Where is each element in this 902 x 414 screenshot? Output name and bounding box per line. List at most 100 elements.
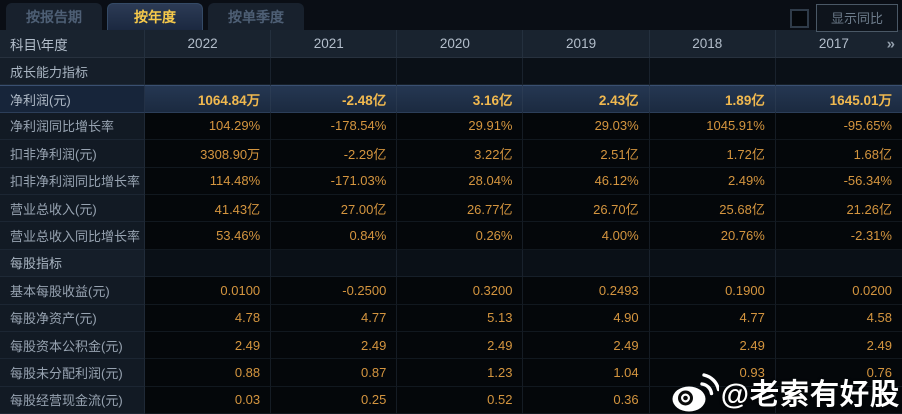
value-cell: 0.3200 bbox=[397, 277, 524, 305]
row-label[interactable]: 每股净资产(元) bbox=[0, 304, 145, 332]
value-cell: 27.00亿 bbox=[271, 194, 398, 223]
row-label[interactable]: 扣非净利润(元) bbox=[0, 140, 145, 168]
value-cell: 1.72亿 bbox=[649, 140, 776, 168]
value-cell: 0.0200 bbox=[775, 277, 902, 305]
table-body: 成长能力指标 净利润(元) 1064.84万 -2.48亿 3.16亿 2.43亿 1.89… bbox=[0, 58, 902, 414]
value-cell bbox=[397, 249, 524, 278]
value-cell: 4.78 bbox=[145, 304, 272, 332]
table-row: 扣非净利润(元) 3308.90万 -2.29亿 3.22亿 2.51亿 1.72亿 1.6… bbox=[0, 140, 902, 168]
year-header-2022: 2022 bbox=[145, 30, 272, 58]
value-cell: 0.88 bbox=[145, 359, 272, 387]
value-cell: -95.65% bbox=[775, 112, 902, 141]
value-cell: 29.91% bbox=[397, 112, 524, 141]
tab-bar: 按报告期 按年度 按单季度 显示同比 bbox=[0, 0, 902, 32]
value-cell: 20.76% bbox=[649, 222, 776, 250]
value-cell: 1064.84万 bbox=[145, 85, 272, 113]
table-row: 每股经营现金流(元) 0.03 0.25 0.52 0.36 bbox=[0, 386, 902, 414]
value-cell: 0.25 bbox=[271, 386, 398, 414]
row-label[interactable]: 净利润(元) bbox=[0, 85, 145, 113]
row-label[interactable]: 每股资本公积金(元) bbox=[0, 331, 145, 360]
value-cell: 0.87 bbox=[271, 359, 398, 387]
table-row: 每股净资产(元) 4.78 4.77 5.13 4.90 4.77 4.58 bbox=[0, 304, 902, 332]
table-row: 营业总收入同比增长率 53.46% 0.84% 0.26% 4.00% 20.76% -2.… bbox=[0, 222, 902, 250]
table-row: 扣非净利润同比增长率 114.48% -171.03% 28.04% 46.12% 2.4… bbox=[0, 167, 902, 195]
value-cell: 1045.91% bbox=[649, 112, 776, 141]
value-cell: 4.00% bbox=[523, 222, 650, 250]
table-row: 每股未分配利润(元) 0.88 0.87 1.23 1.04 0.93 0.76 bbox=[0, 359, 902, 387]
value-cell: 53.46% bbox=[145, 222, 272, 250]
value-cell bbox=[271, 249, 398, 278]
row-label[interactable]: 营业总收入(元) bbox=[0, 194, 145, 223]
table-row: 每股资本公积金(元) 2.49 2.49 2.49 2.49 2.49 2.49 bbox=[0, 331, 902, 360]
value-cell: 1.68亿 bbox=[775, 140, 902, 168]
value-cell: 4.58 bbox=[775, 304, 902, 332]
value-cell: 4.90 bbox=[523, 304, 650, 332]
value-cell bbox=[397, 58, 524, 86]
value-cell: 25.68亿 bbox=[649, 194, 776, 223]
value-cell bbox=[649, 249, 776, 278]
row-label[interactable]: 每股未分配利润(元) bbox=[0, 359, 145, 387]
row-label[interactable]: 扣非净利润同比增长率 bbox=[0, 167, 145, 195]
value-cell: 5.13 bbox=[397, 304, 524, 332]
value-cell bbox=[649, 58, 776, 86]
value-cell: 26.77亿 bbox=[397, 194, 524, 223]
value-cell bbox=[775, 386, 902, 414]
value-cell: -2.29亿 bbox=[271, 140, 398, 168]
table-row: 营业总收入(元) 41.43亿 27.00亿 26.77亿 26.70亿 25.68亿 21… bbox=[0, 194, 902, 223]
value-cell: -178.54% bbox=[271, 112, 398, 141]
value-cell: 41.43亿 bbox=[145, 194, 272, 223]
year-header-2018: 2018 bbox=[649, 30, 776, 58]
value-cell bbox=[145, 58, 272, 86]
show-yoy-checkbox[interactable] bbox=[789, 8, 809, 28]
value-cell: 1.89亿 bbox=[649, 85, 776, 113]
section-label[interactable]: 成长能力指标 bbox=[0, 58, 145, 86]
value-cell: 0.1900 bbox=[649, 277, 776, 305]
value-cell: 2.49 bbox=[649, 331, 776, 360]
value-cell: -2.48亿 bbox=[271, 85, 398, 113]
row-label[interactable]: 营业总收入同比增长率 bbox=[0, 222, 145, 250]
value-cell: 26.70亿 bbox=[523, 194, 650, 223]
value-cell: 4.77 bbox=[649, 304, 776, 332]
more-years-icon[interactable]: » bbox=[886, 35, 895, 52]
section-label[interactable]: 每股指标 bbox=[0, 249, 145, 278]
value-cell: 2.49 bbox=[775, 331, 902, 360]
value-cell: 104.29% bbox=[145, 112, 272, 141]
value-cell: 1.23 bbox=[397, 359, 524, 387]
value-cell bbox=[271, 58, 398, 86]
value-cell: 2.51亿 bbox=[523, 140, 650, 168]
value-cell: 1645.01万 bbox=[775, 85, 902, 113]
show-yoy-label[interactable]: 显示同比 bbox=[815, 4, 898, 32]
value-cell bbox=[775, 249, 902, 278]
value-cell: 0.84% bbox=[271, 222, 398, 250]
value-cell: 2.49 bbox=[397, 331, 524, 360]
value-cell: 0.03 bbox=[145, 386, 272, 414]
top-controls: 显示同比 bbox=[789, 4, 898, 32]
table-row: 基本每股收益(元) 0.0100 -0.2500 0.3200 0.2493 0.1900… bbox=[0, 277, 902, 305]
value-cell: 4.77 bbox=[271, 304, 398, 332]
value-cell: 1.04 bbox=[523, 359, 650, 387]
row-label[interactable]: 基本每股收益(元) bbox=[0, 277, 145, 305]
table-header-row: 科目\年度 2022 2021 2020 2019 2018 2017» bbox=[0, 30, 902, 58]
value-cell: -2.31% bbox=[775, 222, 902, 250]
value-cell: 0.0100 bbox=[145, 277, 272, 305]
value-cell: 0.76 bbox=[775, 359, 902, 387]
value-cell: -171.03% bbox=[271, 167, 398, 195]
row-label[interactable]: 每股经营现金流(元) bbox=[0, 386, 145, 414]
value-cell: 46.12% bbox=[523, 167, 650, 195]
tab-annual[interactable]: 按年度 bbox=[107, 3, 203, 30]
tabs-container: 按报告期 按年度 按单季度 bbox=[6, 0, 309, 30]
tab-single-quarter[interactable]: 按单季度 bbox=[208, 3, 304, 30]
table-row: 净利润同比增长率 104.29% -178.54% 29.91% 29.03% 1045.… bbox=[0, 112, 902, 141]
value-cell: 2.49 bbox=[271, 331, 398, 360]
year-header-2019: 2019 bbox=[523, 30, 650, 58]
value-cell: 3.22亿 bbox=[397, 140, 524, 168]
tab-report-period[interactable]: 按报告期 bbox=[6, 3, 102, 30]
value-cell: 2.43亿 bbox=[523, 85, 650, 113]
value-cell: -0.2500 bbox=[271, 277, 398, 305]
year-header-2021: 2021 bbox=[271, 30, 398, 58]
row-label[interactable]: 净利润同比增长率 bbox=[0, 112, 145, 141]
value-cell bbox=[523, 58, 650, 86]
value-cell: 28.04% bbox=[397, 167, 524, 195]
value-cell: 0.52 bbox=[397, 386, 524, 414]
